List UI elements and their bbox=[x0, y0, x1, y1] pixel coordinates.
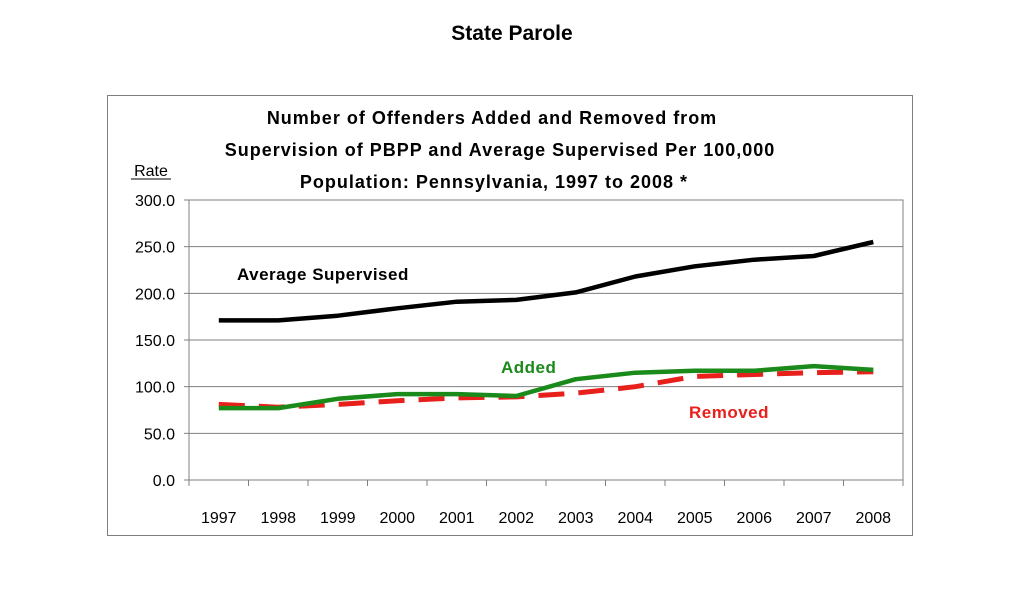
x-tick-label: 2002 bbox=[498, 510, 534, 527]
y-tick-label: 250.0 bbox=[135, 240, 175, 257]
x-tick-label: 2006 bbox=[736, 510, 772, 527]
x-tick-label: 2007 bbox=[796, 510, 832, 527]
series-line-added bbox=[218, 363, 874, 411]
page-title: State Parole bbox=[451, 22, 573, 45]
x-axis: 1997 1998 1999 2000 2001 2002 2003 2004 2005 2006… bbox=[188, 480, 904, 527]
x-tick-label: 2003 bbox=[558, 510, 594, 527]
y-tick-label: 50.0 bbox=[144, 426, 175, 443]
series-line-removed bbox=[218, 369, 874, 410]
y-axis: 300.0 250.0 200.0 150.0 100.0 50.0 0.0 bbox=[135, 193, 189, 490]
y-axis-title: Rate bbox=[134, 163, 168, 180]
series-label-removed: Removed bbox=[689, 403, 769, 422]
x-tick-label: 1998 bbox=[260, 510, 296, 527]
y-tick-label: 0.0 bbox=[153, 473, 175, 490]
series-line-average-supervised bbox=[218, 239, 874, 323]
series-lines bbox=[218, 239, 874, 411]
x-tick-label: 2005 bbox=[677, 510, 713, 527]
series-label-added: Added bbox=[501, 358, 556, 377]
y-tick-label: 300.0 bbox=[135, 193, 175, 210]
chart-title-line-3: Population: Pennsylvania, 1997 to 2008 * bbox=[300, 172, 688, 192]
x-tick-label: 2000 bbox=[379, 510, 415, 527]
x-tick-label: 2008 bbox=[855, 510, 891, 527]
x-tick-label: 1997 bbox=[201, 510, 237, 527]
x-tick-label: 2001 bbox=[439, 510, 475, 527]
y-tick-label: 200.0 bbox=[135, 286, 175, 303]
x-tick-label: 1999 bbox=[320, 510, 356, 527]
y-tick-label: 150.0 bbox=[135, 333, 175, 350]
y-tick-label: 100.0 bbox=[135, 380, 175, 397]
chart-title-line-2: Supervision of PBPP and Average Supervis… bbox=[225, 140, 776, 160]
x-tick-label: 2004 bbox=[617, 510, 653, 527]
chart-frame bbox=[107, 95, 913, 536]
series-label-average-supervised: Average Supervised bbox=[237, 265, 409, 284]
chart-title-line-1: Number of Offenders Added and Removed fr… bbox=[267, 108, 717, 128]
